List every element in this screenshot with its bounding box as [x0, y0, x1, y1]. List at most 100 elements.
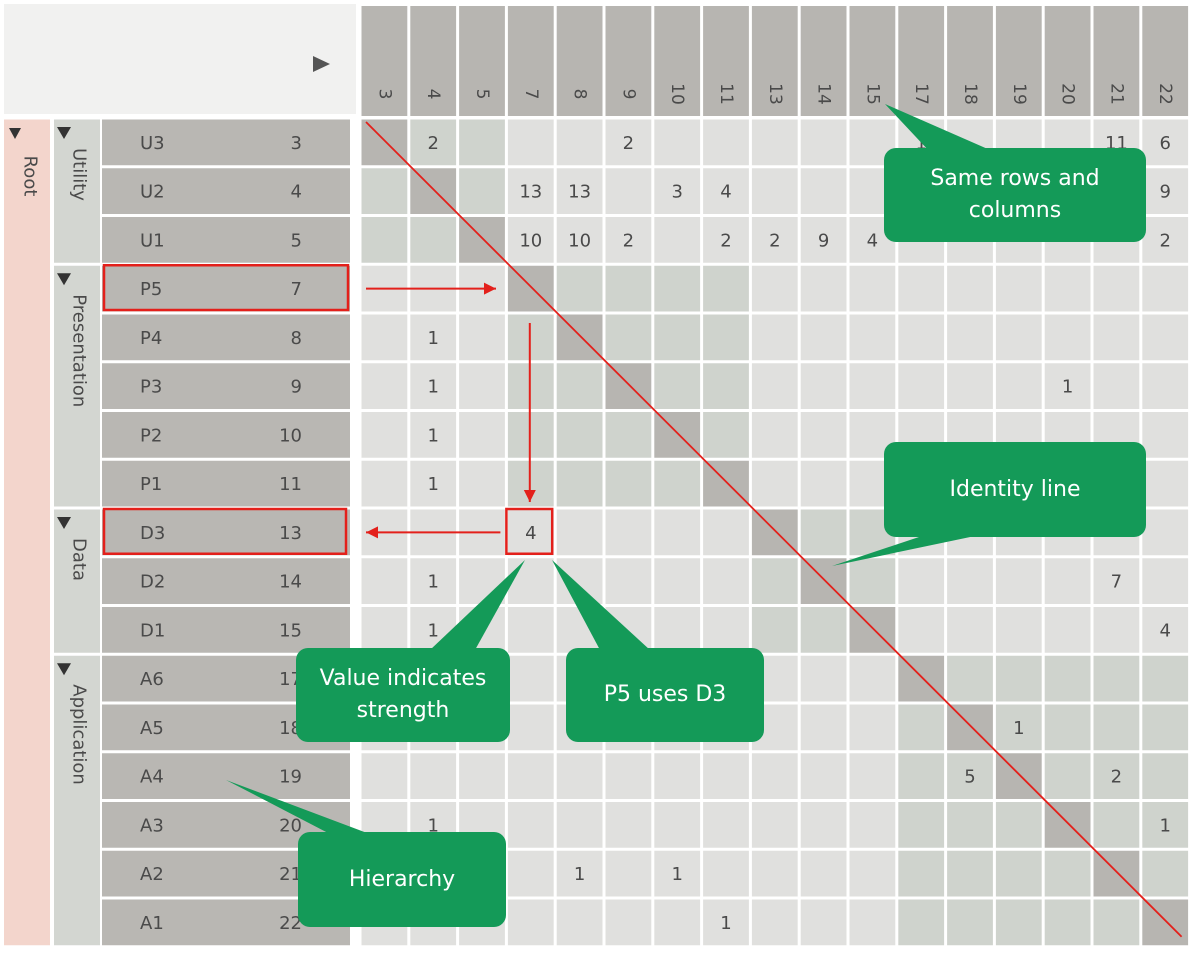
- group-data: [54, 509, 100, 653]
- matrix-cell: [605, 460, 652, 507]
- matrix-cell: [1044, 850, 1091, 897]
- cell-value: 10: [519, 230, 542, 251]
- matrix-cell: [898, 753, 945, 799]
- matrix-cell: [410, 363, 457, 409]
- matrix-cell: [1044, 753, 1091, 799]
- matrix-cell: [898, 558, 945, 604]
- matrix-cell: [507, 509, 554, 556]
- matrix-cell: [751, 217, 798, 263]
- cell-value: 1: [720, 913, 731, 934]
- root-column: [4, 119, 50, 946]
- diagonal-cell: [507, 265, 554, 312]
- matrix-cell: [703, 314, 749, 361]
- matrix-cell: [654, 168, 701, 214]
- matrix-cell: [995, 802, 1042, 848]
- row-label: D3: [140, 523, 165, 544]
- column-header-20: [1044, 6, 1091, 116]
- row-label: U2: [140, 182, 165, 203]
- row-index: 22: [279, 913, 302, 934]
- cell-value: 10: [568, 230, 591, 251]
- matrix-cell: [1044, 558, 1091, 604]
- row-index: 4: [291, 182, 302, 203]
- matrix-cell: [605, 168, 652, 214]
- callout-same-rows-and-columns-bubble: [884, 148, 1146, 242]
- matrix-cell: [751, 265, 798, 312]
- column-header-14: [800, 6, 847, 116]
- matrix-cell: [1093, 558, 1140, 604]
- row-header-d3: [102, 509, 350, 556]
- matrix-cell: [703, 509, 749, 556]
- matrix-cell: [459, 460, 505, 507]
- matrix-cell: [507, 899, 554, 946]
- row-index: 9: [291, 377, 302, 398]
- column-header-label: 4: [423, 89, 443, 100]
- matrix-cell: [703, 119, 749, 166]
- matrix-cell: [410, 119, 457, 166]
- matrix-cell: [605, 850, 652, 897]
- matrix-cell: [703, 265, 749, 312]
- matrix-cell: [995, 655, 1042, 702]
- callout-value-indicates-strength-pointer: [430, 560, 525, 650]
- matrix-cell: [849, 314, 896, 361]
- matrix-cell: [654, 217, 701, 263]
- matrix-cell: [1044, 314, 1091, 361]
- row-label: P5: [140, 279, 162, 300]
- matrix-cell: [556, 265, 603, 312]
- diagonal-cell: [410, 168, 457, 214]
- row-index: 21: [279, 864, 302, 885]
- cell-value: 1: [671, 864, 682, 885]
- column-header-11: [703, 6, 749, 116]
- row-header-a4: [102, 753, 350, 799]
- matrix-cell: [556, 753, 603, 799]
- column-header-label: 15: [862, 83, 882, 105]
- matrix-cell: [849, 363, 896, 409]
- matrix-cell: [703, 899, 749, 946]
- matrix-cell: [507, 168, 554, 214]
- matrix-cell: [849, 802, 896, 848]
- group-label: Utility: [69, 148, 90, 201]
- matrix-cell: [947, 655, 993, 702]
- matrix-cell: [507, 753, 554, 799]
- row-label: A1: [140, 913, 164, 934]
- callout-value-indicates-strength-bubble: [296, 648, 510, 742]
- group-application: [54, 655, 100, 946]
- cell-value: 1: [915, 133, 926, 154]
- callout-p5-uses-d3-pointer: [552, 560, 650, 650]
- column-header-label: 5: [472, 89, 492, 100]
- matrix-cell: [995, 899, 1042, 946]
- matrix-cell: [556, 460, 603, 507]
- row-label: D2: [140, 572, 165, 593]
- column-header-3: [361, 6, 408, 116]
- cell-value: 1: [427, 425, 438, 446]
- row-index: 15: [279, 620, 302, 641]
- column-header-5: [459, 6, 505, 116]
- matrix-cell: [947, 265, 993, 312]
- column-header-9: [605, 6, 652, 116]
- matrix-cell: [1142, 460, 1189, 507]
- column-header-label: 21: [1106, 83, 1126, 105]
- cell-value: 1: [427, 815, 438, 836]
- matrix-cell: [1142, 509, 1189, 556]
- matrix-cell: [556, 119, 603, 166]
- matrix-cell: [1093, 753, 1140, 799]
- cell-value: 1: [427, 620, 438, 641]
- matrix-cell: [947, 314, 993, 361]
- matrix-cell: [1142, 119, 1189, 166]
- matrix-cell: [751, 802, 798, 848]
- matrix-cell: [1142, 314, 1189, 361]
- matrix-cell: [410, 412, 457, 458]
- matrix-cell: [1093, 802, 1140, 848]
- matrix-cell: [361, 607, 408, 653]
- matrix-cell: [410, 753, 457, 799]
- matrix-cell: [361, 753, 408, 799]
- matrix-cell: [605, 753, 652, 799]
- matrix-cell: [751, 558, 798, 604]
- matrix-cell: [1142, 363, 1189, 409]
- matrix-cell: [947, 899, 993, 946]
- diagonal-cell: [898, 655, 945, 702]
- matrix-cell: [800, 850, 847, 897]
- cell-value: 1: [574, 864, 585, 885]
- row-index: 8: [291, 328, 302, 349]
- cell-value: 6: [1159, 133, 1170, 154]
- column-header-19: [995, 6, 1042, 116]
